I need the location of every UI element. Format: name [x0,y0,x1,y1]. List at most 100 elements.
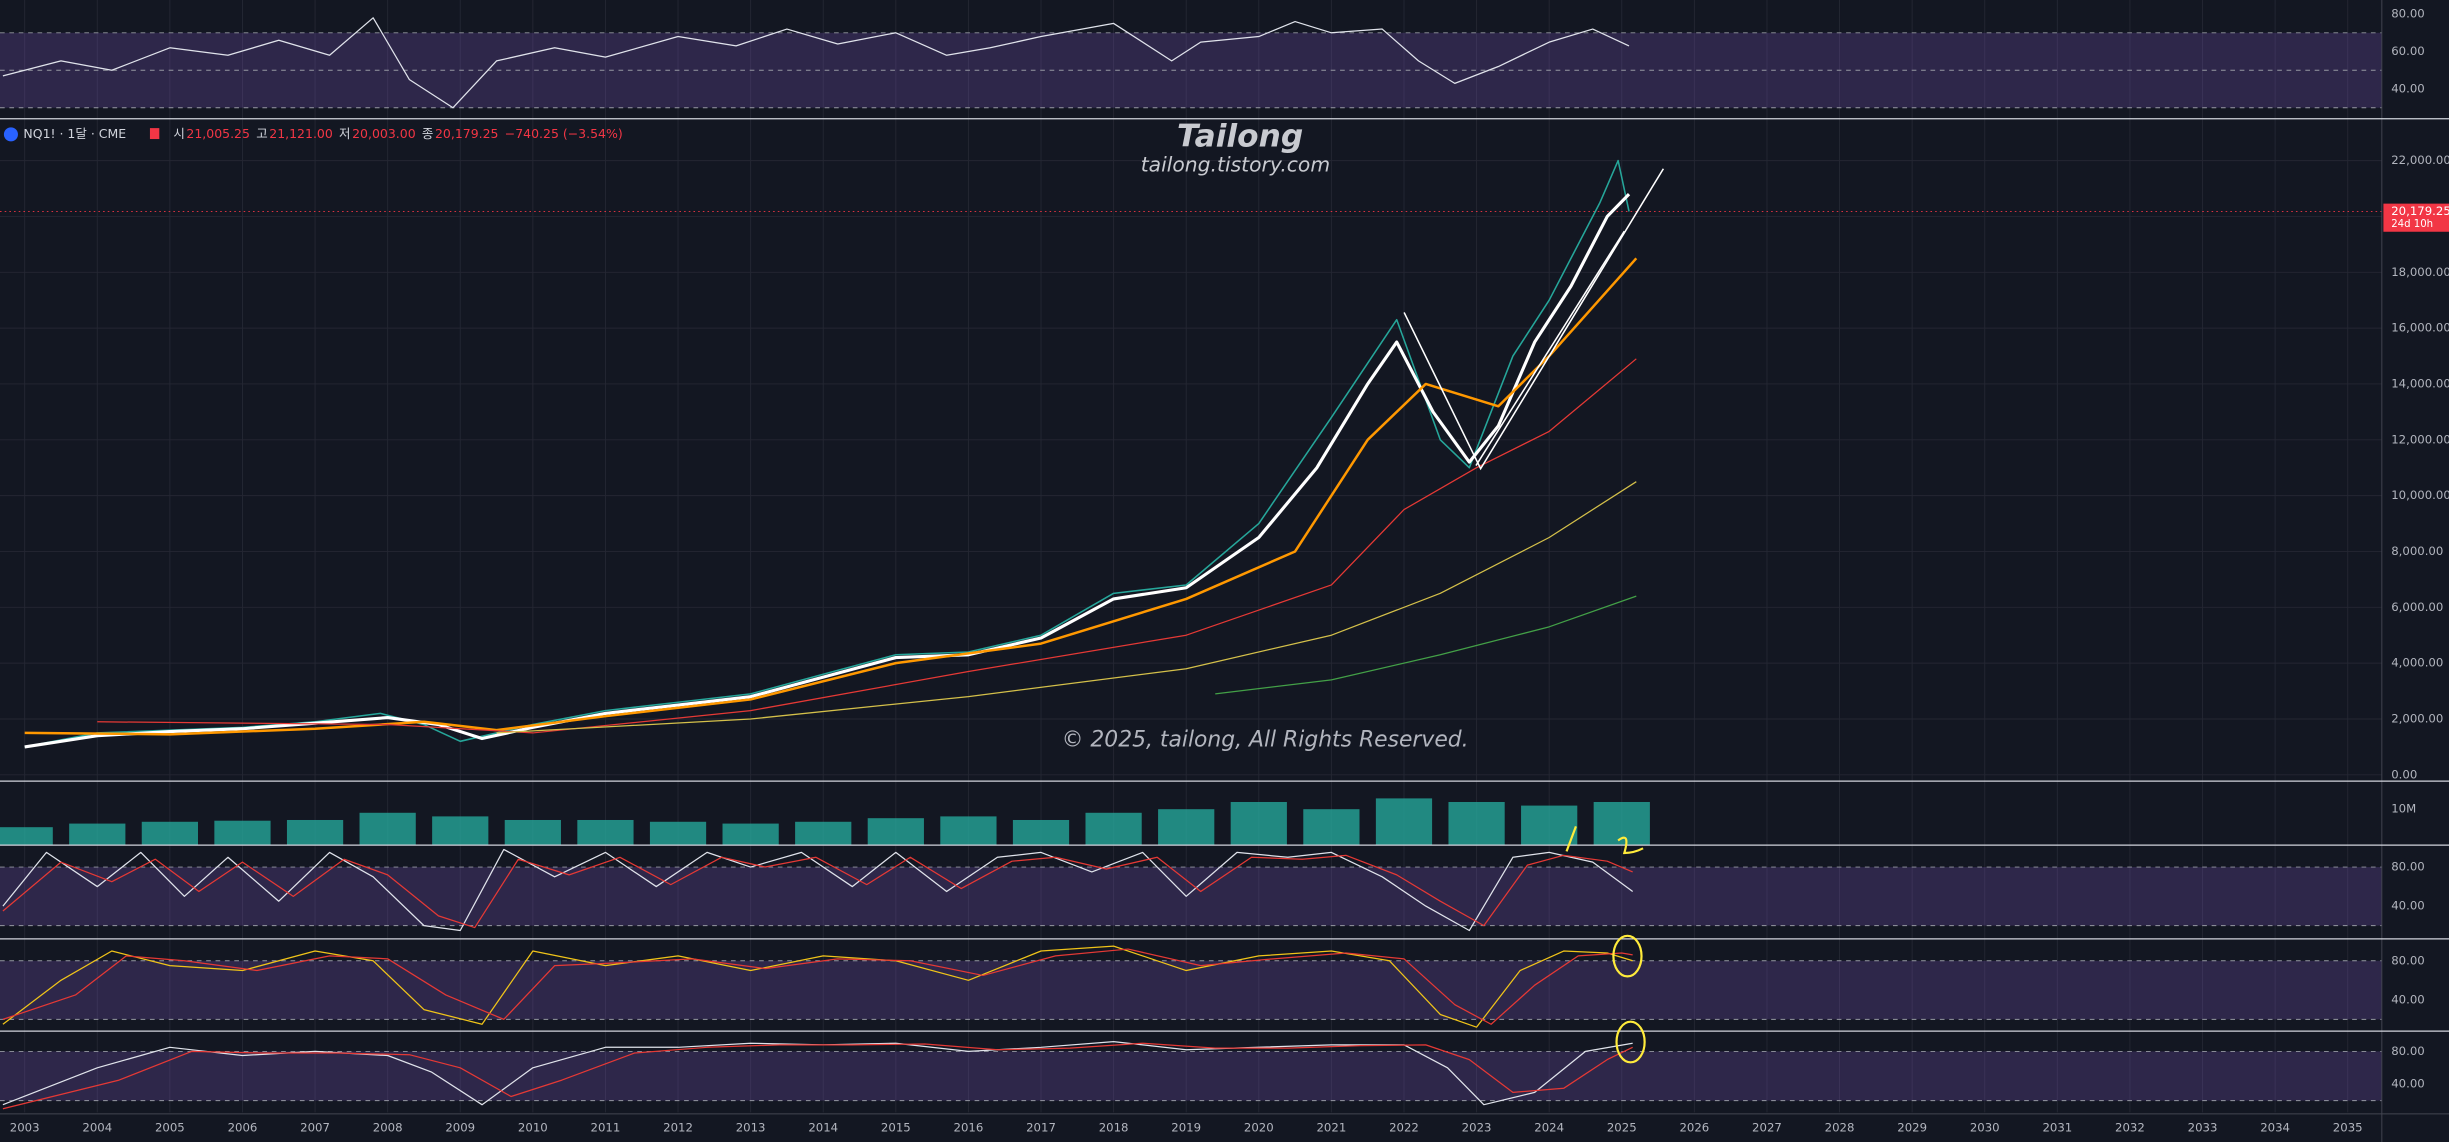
y-tick-label: 22,000.00 [2391,153,2449,167]
band [0,960,2382,1020]
y-tick-label: 10,000.00 [2391,488,2449,502]
volume-bar [141,821,198,846]
volume-bar [1303,809,1360,846]
y-tick-label: 18,000.00 [2391,265,2449,279]
x-tick-label: 2021 [1316,1120,1346,1134]
x-tick-label: 2024 [1534,1120,1564,1134]
volume-bar [577,819,634,846]
trend-line [1475,230,1625,466]
price-tag-label: 20,179.25 [2391,204,2449,218]
y-tick-label: 40.00 [2391,899,2425,913]
y-tick-label: 80.00 [2391,7,2425,21]
y-tick-label: 2,000.00 [2391,711,2443,725]
x-tick-label: 2011 [591,1120,621,1134]
x-tick-label: 2035 [2333,1120,2363,1134]
annotation-circle [1615,1020,1646,1064]
series-line [2,948,1633,1025]
price-tag [2383,203,2449,232]
band [0,1051,2382,1101]
series-line [2,17,1630,109]
series-line [24,257,1638,736]
x-tick-label: 2007 [300,1120,330,1134]
volume-bar [504,819,561,846]
series-line [2,848,1634,932]
series-line [2,1040,1633,1106]
volume-bar [649,821,707,846]
x-tick-label: 2022 [1389,1120,1419,1134]
y-tick-label: 80.00 [2391,953,2425,967]
flag-icon [149,128,160,140]
y-tick-label: 4,000.00 [2391,656,2443,670]
ohlc-label: 종 [422,126,433,141]
x-tick-label: 2005 [155,1120,185,1134]
x-tick-label: 2014 [808,1120,838,1134]
y-tick-label: 8,000.00 [2391,544,2443,558]
x-tick-label: 2017 [1026,1120,1056,1134]
y-tick-label: 40.00 [2391,1077,2425,1091]
series-line [24,193,1631,749]
x-tick-label: 2009 [445,1120,475,1134]
band [0,867,2382,926]
symbol-icon [3,127,18,142]
volume-bar [0,827,53,846]
x-tick-label: 2015 [881,1120,911,1134]
volume-bar [1230,801,1287,846]
volume-bar [69,823,126,846]
x-tick-label: 2023 [1462,1120,1492,1134]
volume-bar [1521,805,1578,846]
x-tick-label: 2013 [736,1120,766,1134]
volume-bar [940,816,997,846]
y-tick-label: 6,000.00 [2391,600,2443,614]
series-line [2,945,1633,1028]
series-line [2,854,1633,929]
marks-layer [0,17,1650,1110]
ohlc-label: 시 [173,126,184,141]
volume-bar [432,816,489,846]
trend-line [1403,168,1665,471]
series-line [97,358,1637,734]
x-tick-label: 2008 [373,1120,403,1134]
y-tick-label: 80.00 [2391,860,2425,874]
back-layer [0,0,2382,1113]
x-tick-label: 2019 [1171,1120,1201,1134]
ohlc-value: 20,179.25 [435,126,499,141]
x-tick-label: 2028 [1825,1120,1855,1134]
y-tick-label: 40.00 [2391,992,2425,1006]
annotation-circle [1612,934,1643,978]
series-line [496,481,1637,734]
series-line [2,1042,1633,1110]
x-tick-label: 2033 [2188,1120,2218,1134]
ohlc: 시 21,005.25 고 21,121.00 저 20,003.00 종 20,179.25 [173,126,498,141]
y-tick-label: 0.00 [2391,767,2417,781]
volume-bar [286,819,344,846]
y-tick-label: 40.00 [2391,81,2425,95]
x-tick-label: 2012 [663,1120,693,1134]
volume-bar [1085,812,1142,846]
series-line [1215,595,1637,695]
watermark-title: Tailong [1177,118,1303,154]
y-tick-label: 80.00 [2391,1044,2425,1058]
volume-bar [867,818,924,846]
volume-bar [1158,809,1215,846]
ohlc-value: 21,005.25 [186,126,250,141]
volume-bar [1375,798,1433,846]
x-tick-label: 2018 [1099,1120,1129,1134]
copyright: © 2025, tailong, All Rights Reserved. [1062,728,1469,753]
price-tag-countdown: 24d 10h [2391,219,2433,230]
x-tick-label: 2016 [954,1120,984,1134]
ohlc-value: 20,003.00 [352,126,416,141]
x-tick-label: 2003 [10,1120,40,1134]
x-tick-label: 2006 [228,1120,258,1134]
ohlc-label: 고 [256,126,267,141]
volume-bar [214,820,271,846]
front-layer: 2003 2004 2005 2006 2007 2008 2009 2010 2011 2012… [0,7,2449,1134]
x-tick-label: 2004 [82,1120,112,1134]
x-tick-label: 2032 [2115,1120,2145,1134]
price-axis [2381,0,2449,1142]
volume-bar [359,812,416,846]
y-tick-label: 16,000.00 [2391,321,2449,335]
x-tick-label: 2034 [2260,1120,2290,1134]
x-tick-label: 2010 [518,1120,548,1134]
